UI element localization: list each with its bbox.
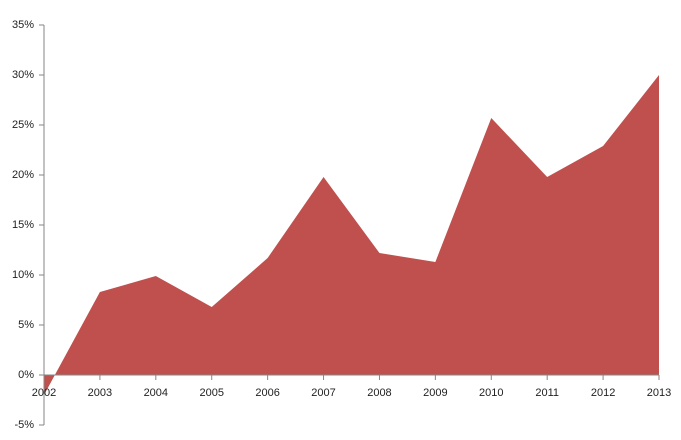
y-tick-label: 5%: [18, 319, 34, 331]
y-tick-label: 35%: [12, 19, 34, 31]
x-tick-label: 2008: [367, 387, 391, 399]
y-tick-label: 25%: [12, 119, 34, 131]
x-tick-label: 2006: [255, 387, 279, 399]
x-tick-label: 2013: [647, 387, 671, 399]
x-tick-label: 2002: [32, 387, 56, 399]
x-tick-label: 2009: [423, 387, 447, 399]
x-tick-label: 2004: [144, 387, 168, 399]
y-tick-label: -5%: [14, 419, 34, 431]
area: [44, 75, 659, 395]
y-tick-label: 20%: [12, 169, 34, 181]
y-tick-label: 15%: [12, 219, 34, 231]
y-tick-label: 10%: [12, 269, 34, 281]
x-tick-label: 2010: [479, 387, 503, 399]
y-tick-label: 0%: [18, 369, 34, 381]
x-tick-label: 2005: [199, 387, 223, 399]
y-tick-label: 30%: [12, 69, 34, 81]
x-tick-label: 2007: [311, 387, 335, 399]
x-tick-label: 2011: [535, 387, 559, 399]
x-tick-label: 2003: [88, 387, 112, 399]
x-tick-label: 2012: [591, 387, 615, 399]
